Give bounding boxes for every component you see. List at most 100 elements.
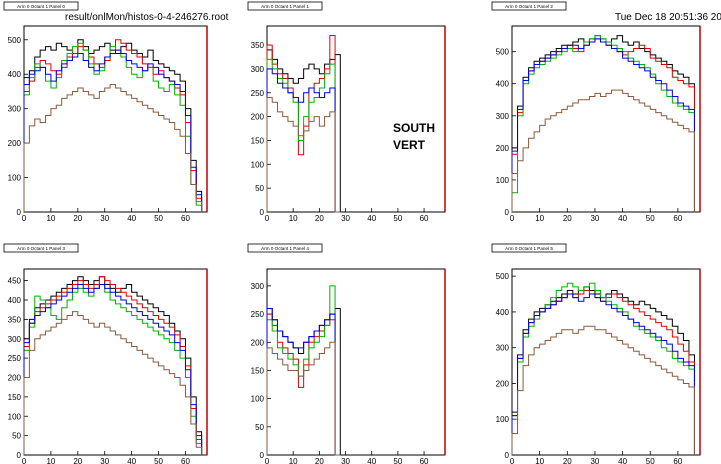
x-tick-label: 60 — [673, 457, 682, 464]
x-tick-label: 10 — [46, 457, 55, 464]
panel-title-box — [491, 1, 567, 11]
histogram-series-0 — [23, 276, 203, 455]
x-tick-label: 0 — [510, 457, 515, 464]
y-tick-label: 0 — [17, 208, 22, 217]
datetime-stamp: Tue Dec 18 20:51:36 2007 — [615, 12, 721, 23]
histogram-series-4 — [511, 89, 695, 212]
histogram-series-2 — [511, 35, 695, 212]
y-tick-label: 500 — [496, 272, 510, 281]
x-tick-label: 60 — [181, 457, 190, 464]
y-tick-label: 300 — [8, 105, 22, 114]
x-tick-label: 40 — [127, 457, 136, 464]
panel-title: Arm 0 Octant 1 Panel 0 — [17, 4, 65, 9]
y-tick-label: 100 — [251, 395, 265, 404]
panel-title-box — [491, 243, 567, 253]
y-tick-label: 50 — [12, 432, 21, 441]
panel-title-box — [247, 1, 323, 11]
y-tick-label: 400 — [8, 70, 22, 79]
histogram-series-3 — [266, 68, 341, 213]
annotation-south: SOUTH — [393, 121, 435, 135]
histogram-panel-1: Arm 0 Octant 1 Panel 1 0 10 20 30 40 50 60 0 50 10… — [247, 1, 446, 223]
y-tick-label: 0 — [505, 451, 510, 460]
x-tick-label: 20 — [73, 214, 82, 223]
histogram-series-4 — [266, 97, 341, 213]
x-tick-label: 10 — [535, 457, 544, 464]
y-tick-label: 200 — [251, 338, 265, 347]
histogram-series-3 — [23, 284, 203, 455]
panel-title: Arm 0 Octant 1 Panel 3 — [17, 246, 65, 251]
histogram-series-0 — [23, 39, 203, 212]
panel-frame — [23, 268, 208, 456]
x-tick-label: 0 — [510, 214, 515, 223]
histogram-panel-4: Arm 0 Octant 1 Panel 4 0 10 20 30 40 50 60 0 50 10… — [247, 243, 446, 464]
histogram-panel-3: Arm 0 Octant 1 Panel 3 0 10 20 30 40 50 60 0 50 10… — [3, 243, 208, 464]
y-tick-label: 250 — [8, 354, 22, 363]
y-tick-label: 100 — [496, 176, 510, 185]
x-tick-label: 30 — [341, 214, 350, 223]
x-tick-label: 20 — [563, 457, 572, 464]
x-tick-label: 30 — [590, 214, 599, 223]
x-tick-label: 10 — [46, 214, 55, 223]
y-tick-label: 500 — [8, 36, 22, 45]
panel-title: Arm 0 Octant 1 Panel 5 — [505, 246, 553, 251]
y-tick-label: 250 — [251, 310, 265, 319]
x-tick-label: 50 — [393, 214, 402, 223]
x-tick-label: 20 — [73, 457, 82, 464]
histogram-series-3 — [23, 49, 203, 212]
histogram-series-4 — [23, 84, 203, 212]
histogram-series-1 — [266, 313, 341, 456]
x-tick-label: 40 — [127, 214, 136, 223]
histogram-series-3 — [511, 293, 695, 455]
y-tick-label: 100 — [8, 412, 22, 421]
panel-title-box — [247, 243, 323, 253]
y-tick-label: 300 — [251, 282, 265, 291]
panel-title-box — [3, 1, 79, 11]
histogram-series-2 — [23, 42, 203, 212]
x-tick-label: 60 — [673, 214, 682, 223]
x-tick-label: 10 — [535, 214, 544, 223]
panel-title: Arm 0 Octant 1 Panel 1 — [261, 4, 309, 9]
x-tick-label: 10 — [289, 214, 298, 223]
y-tick-label: 400 — [496, 308, 510, 317]
y-tick-label: 300 — [496, 344, 510, 353]
y-tick-label: 100 — [251, 160, 265, 169]
panel-frame — [266, 25, 446, 213]
x-tick-label: 50 — [154, 214, 163, 223]
y-tick-label: 0 — [505, 208, 510, 217]
y-tick-label: 200 — [251, 113, 265, 122]
root-filename: result/onlMon/histos-0-4-246276.root — [65, 12, 229, 23]
x-tick-label: 40 — [367, 214, 376, 223]
x-tick-label: 60 — [420, 214, 429, 223]
histogram-series-4 — [266, 341, 341, 456]
x-tick-label: 50 — [646, 457, 655, 464]
y-tick-label: 350 — [251, 41, 265, 50]
x-tick-label: 30 — [100, 214, 109, 223]
y-tick-label: 50 — [255, 184, 264, 193]
x-tick-label: 40 — [618, 214, 627, 223]
histogram-panel-2: Arm 0 Octant 1 Panel 2 0 10 20 30 40 50 60 0 100 2… — [491, 1, 701, 223]
y-tick-label: 400 — [496, 80, 510, 89]
panel-title: Arm 0 Octant 1 Panel 4 — [261, 246, 309, 251]
histogram-series-4 — [511, 325, 695, 455]
y-tick-label: 300 — [251, 65, 265, 74]
x-tick-label: 0 — [22, 214, 27, 223]
x-tick-label: 50 — [393, 457, 402, 464]
x-tick-label: 30 — [590, 457, 599, 464]
panel-title-box — [3, 243, 79, 253]
x-tick-label: 50 — [154, 457, 163, 464]
y-tick-label: 0 — [260, 451, 265, 460]
annotation-vert: VERT — [393, 138, 426, 152]
x-tick-label: 30 — [100, 457, 109, 464]
histogram-series-4 — [23, 311, 203, 455]
y-tick-label: 200 — [8, 374, 22, 383]
x-tick-label: 40 — [618, 457, 627, 464]
panel-frame — [266, 268, 446, 456]
y-tick-label: 150 — [251, 366, 265, 375]
y-tick-label: 150 — [8, 393, 22, 402]
y-tick-label: 250 — [251, 89, 265, 98]
y-tick-label: 350 — [8, 315, 22, 324]
x-tick-label: 20 — [315, 214, 324, 223]
x-tick-label: 40 — [367, 457, 376, 464]
x-tick-label: 60 — [181, 214, 190, 223]
histogram-panel-5: Arm 0 Octant 1 Panel 5 0 10 20 30 40 50 60 0 100 2… — [491, 243, 701, 464]
